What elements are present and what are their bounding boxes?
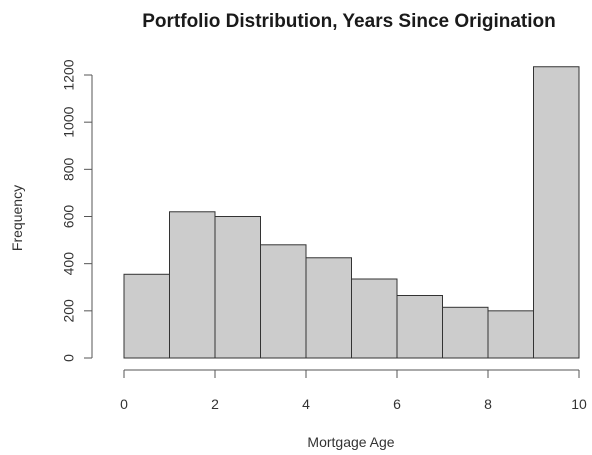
histogram-bar [260,244,307,359]
y-tick-label: 400 [61,252,77,276]
x-axis-label: Mortgage Age [307,434,394,450]
y-tick-label: 1200 [61,59,77,90]
histogram-bar [169,211,216,359]
histogram-bar [442,306,489,359]
histogram-bar [305,257,352,359]
y-tick-label: 0 [61,354,77,362]
histogram-bar [123,273,170,359]
x-tick-label: 6 [393,396,401,412]
x-tick-label: 8 [484,396,492,412]
x-tick-label: 0 [120,396,128,412]
x-tick-label: 2 [211,396,219,412]
histogram-bar [351,278,398,359]
y-axis-label: Frequency [9,185,25,251]
y-tick-label: 1000 [61,106,77,137]
chart-title: Portfolio Distribution, Years Since Orig… [142,11,555,32]
y-tick-label: 600 [61,205,77,229]
histogram-bar [533,66,580,359]
histogram-bar [214,216,261,359]
x-tick-label: 10 [571,396,587,412]
y-axis: 0 200 400 600 800 1000 1200 [61,59,93,362]
x-tick-label: 4 [302,396,310,412]
histogram-bar [487,310,534,359]
bars-group [123,66,580,359]
y-tick-label: 800 [61,157,77,181]
histogram-bar [396,295,443,359]
y-tick-label: 200 [61,299,77,323]
x-axis: 0 2 4 6 8 10 [120,369,587,412]
